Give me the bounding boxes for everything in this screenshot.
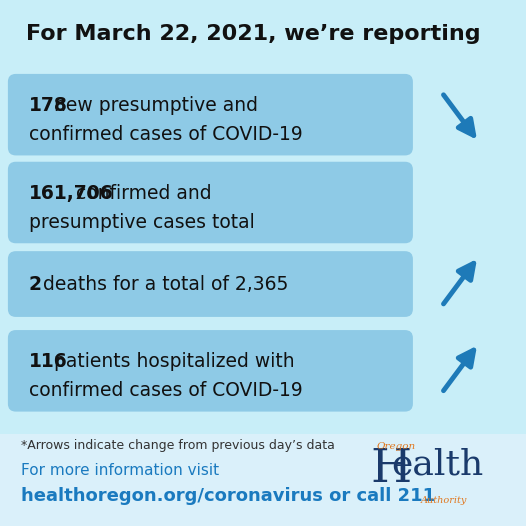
Text: 2: 2 [29, 275, 42, 294]
Text: Oregon: Oregon [377, 442, 416, 451]
Text: 116: 116 [29, 352, 68, 371]
Text: healthoregon.org/coronavirus or call 211: healthoregon.org/coronavirus or call 211 [21, 487, 435, 504]
FancyBboxPatch shape [8, 330, 413, 411]
Text: 178: 178 [29, 96, 68, 115]
Text: Authority: Authority [421, 496, 467, 505]
Text: ealth: ealth [391, 447, 483, 481]
Text: H: H [371, 447, 412, 492]
Text: confirmed cases of COVID-19: confirmed cases of COVID-19 [29, 125, 302, 144]
Text: new presumptive and: new presumptive and [48, 96, 258, 115]
FancyBboxPatch shape [8, 251, 413, 317]
FancyBboxPatch shape [0, 434, 526, 526]
Text: patients hospitalized with: patients hospitalized with [48, 352, 295, 371]
Text: confirmed cases of COVID-19: confirmed cases of COVID-19 [29, 381, 302, 400]
FancyBboxPatch shape [8, 74, 413, 156]
Text: For more information visit: For more information visit [21, 463, 219, 478]
Text: *Arrows indicate change from previous day’s data: *Arrows indicate change from previous da… [21, 439, 335, 452]
FancyBboxPatch shape [8, 162, 413, 243]
Text: presumptive cases total: presumptive cases total [29, 213, 255, 232]
Text: confirmed and: confirmed and [70, 184, 212, 203]
Text: For March 22, 2021, we’re reporting: For March 22, 2021, we’re reporting [26, 24, 481, 44]
Text: 161,706: 161,706 [29, 184, 114, 203]
Text: deaths for a total of 2,365: deaths for a total of 2,365 [37, 275, 288, 294]
